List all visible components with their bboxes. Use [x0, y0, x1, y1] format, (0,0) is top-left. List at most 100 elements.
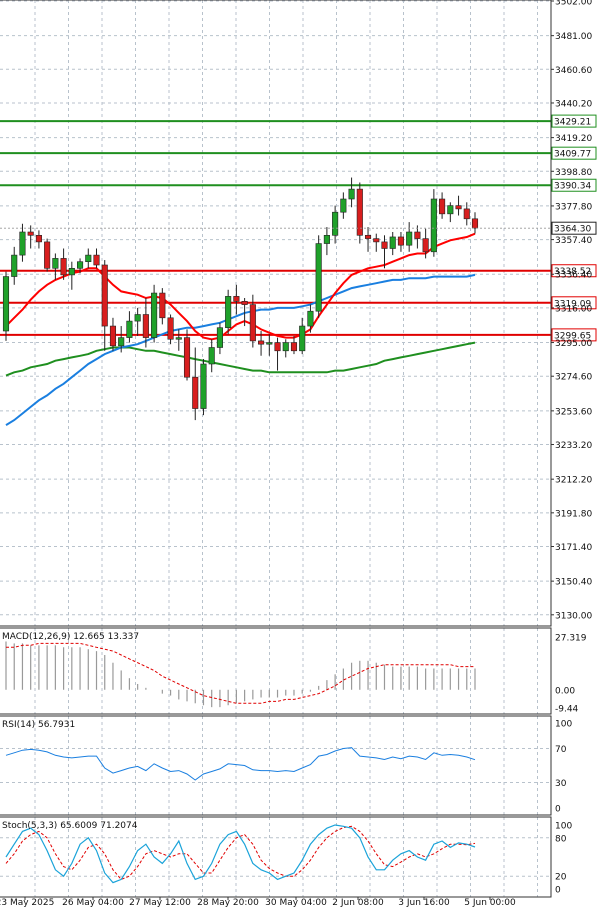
- x-tick-label: 27 May 12:00: [129, 898, 191, 908]
- candle-body: [323, 235, 330, 244]
- level-label: 3299.65: [554, 331, 591, 341]
- level-tag-3390.34: [551, 178, 597, 192]
- x-tick-label: 28 May 20:00: [197, 898, 259, 908]
- y-tick-label: 3481.00: [555, 32, 592, 42]
- indicator-values: 12.665 13.337: [70, 632, 139, 642]
- x-tick-label: 5 Jun 00:00: [464, 898, 516, 908]
- macd-signal-line: [6, 642, 475, 704]
- candle-body: [348, 188, 355, 200]
- candle-body: [68, 267, 75, 276]
- candle-body: [447, 205, 454, 215]
- stoch-y-label: 20: [555, 873, 567, 883]
- y-tick-label: 3460.60: [555, 66, 592, 76]
- candle-body: [364, 235, 372, 239]
- y-tick-label: 3502.00: [555, 0, 592, 8]
- y-tick-label: 3253.60: [555, 407, 592, 417]
- y-tick-label: 3377.80: [555, 202, 592, 212]
- x-tick-label: 30 May 04:00: [265, 898, 327, 908]
- y-tick-label: 3419.20: [555, 134, 592, 144]
- candle-body: [439, 198, 446, 215]
- candle-body: [274, 342, 281, 352]
- candle-body: [430, 198, 437, 253]
- candle-body: [11, 254, 18, 277]
- candle-body: [183, 337, 191, 378]
- y-tick-label: 3295.00: [555, 339, 592, 349]
- stoch-k-line: [5, 824, 476, 884]
- candle-body: [332, 211, 339, 236]
- rsi-line: [5, 747, 476, 781]
- candle-body: [35, 235, 42, 243]
- candle-body: [340, 198, 347, 213]
- indicator-name: RSI(14): [2, 720, 35, 730]
- candle-body: [142, 314, 149, 338]
- horizontal-levels: 3429.21 3409.77 3390.34 3338.52 3319.09 3299.…: [0, 114, 597, 342]
- x-tick-label: 3 Jun 16:00: [398, 898, 450, 908]
- level-tag-3338.52: [551, 264, 597, 278]
- y-axis-labels: 3502.00 3481.00 3460.60 3440.20 3419.20 3398.…: [551, 0, 592, 896]
- candle-body: [422, 238, 429, 253]
- candle-body: [85, 254, 92, 263]
- candle-body: [299, 325, 306, 352]
- level-label: 3390.34: [554, 182, 591, 192]
- ma-slow-line: [5, 341, 476, 377]
- candle-body: [44, 241, 51, 269]
- level-label: 3429.21: [554, 118, 591, 128]
- candle-body: [77, 261, 84, 269]
- level-tag-3409.77: [551, 146, 597, 160]
- y-tick-label: 3357.40: [555, 236, 592, 246]
- indicator-values: 56.7931: [35, 720, 75, 730]
- y-tick-label: 3171.40: [555, 543, 592, 553]
- y-tick-label: 3191.80: [555, 509, 592, 519]
- candle-body: [249, 304, 256, 342]
- indicator-name: Stoch(5,3,3): [2, 821, 57, 831]
- indicator-titles: MACD(12,26,9) 12.665 13.337 RSI(14) 56.79…: [2, 632, 139, 831]
- y-tick-label: 3130.00: [555, 611, 592, 621]
- x-axis-labels: 23 May 2025 26 May 04:00 27 May 12:00 28 Ma…: [0, 897, 516, 908]
- rsi-y-label: 70: [555, 745, 567, 755]
- moving-averages: [5, 232, 476, 426]
- y-tick-label: 3233.20: [555, 441, 592, 451]
- level-tag-3299.65: [551, 328, 597, 342]
- stoch-y-label: 80: [555, 834, 567, 844]
- current-price-label: 3364.30: [554, 225, 591, 235]
- candle-body: [258, 340, 265, 345]
- x-tick-label: 23 May 2025: [0, 898, 54, 908]
- candle-body: [307, 310, 314, 327]
- level-label: 3338.52: [554, 267, 591, 277]
- candle-body: [356, 188, 363, 236]
- candle-body: [208, 347, 215, 365]
- candle-body: [134, 314, 141, 322]
- y-tick-label: 3316.00: [555, 304, 592, 314]
- candle-body: [241, 300, 248, 305]
- indicator-title: RSI(14) 56.7931: [2, 720, 75, 730]
- level-label: 3319.09: [554, 299, 591, 309]
- rsi-y-label: 30: [555, 779, 567, 789]
- y-tick-label: 3212.20: [555, 476, 592, 486]
- candle-body: [373, 238, 380, 243]
- candle-body: [101, 264, 108, 327]
- indicator-title: MACD(12,26,9) 12.665 13.337: [2, 632, 139, 642]
- macd-panel: [5, 641, 476, 708]
- candle-body: [200, 363, 207, 409]
- candle-body: [118, 337, 125, 347]
- y-tick-label: 3336.40: [555, 271, 592, 281]
- panel-frame: [0, 715, 552, 816]
- candle-body: [389, 236, 396, 249]
- y-tick-label: 3274.60: [555, 373, 592, 383]
- candle-body: [2, 276, 10, 332]
- stoch-y-label: 100: [555, 822, 572, 832]
- candle-body: [463, 208, 470, 220]
- indicator-name: MACD(12,26,9): [2, 632, 70, 642]
- panel-frame: [0, 816, 552, 898]
- stoch-y-label: 0: [555, 886, 561, 896]
- candle-body: [266, 342, 273, 345]
- y-tick-label: 3398.80: [555, 168, 592, 178]
- panel-frames: [0, 0, 552, 898]
- stoch-panel: [0, 824, 551, 884]
- x-tick-label: 2 Jun 08:00: [332, 898, 384, 908]
- indicator-title: Stoch(5,3,3) 65.6009 71.2074: [2, 821, 138, 831]
- candle-body: [225, 296, 232, 329]
- rsi-panel: [0, 747, 551, 783]
- level-tag-3429.21: [551, 114, 597, 128]
